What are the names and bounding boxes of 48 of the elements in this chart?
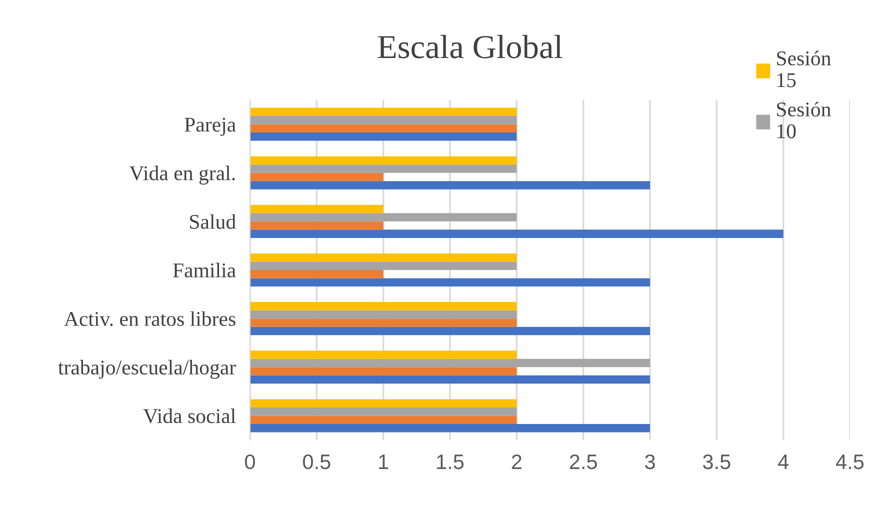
bar xyxy=(250,172,384,182)
x-tick-label: 4.5 xyxy=(836,454,864,470)
bar xyxy=(250,204,384,214)
y-tick-label: Vida social xyxy=(143,408,236,424)
y-tick-label: Vida en gral. xyxy=(129,166,235,185)
y-tick-label: Salud xyxy=(190,214,236,229)
bar xyxy=(250,270,384,278)
y-tick-label: trabajo/escuela/hogar xyxy=(58,360,236,379)
x-tick-label: 4 xyxy=(778,454,789,469)
x-tick-label: 0 xyxy=(245,454,255,470)
bar xyxy=(250,108,517,116)
legend-label: Sesión 15 xyxy=(777,50,831,88)
x-tick-label: 2 xyxy=(512,454,522,469)
y-tick-label: Pareja xyxy=(184,118,236,136)
bar xyxy=(250,318,517,327)
bar xyxy=(250,230,784,238)
bar xyxy=(250,416,517,424)
bar xyxy=(250,132,517,141)
bar xyxy=(250,375,650,384)
bar xyxy=(250,156,517,165)
bar xyxy=(250,424,650,432)
bar xyxy=(250,181,650,190)
bar xyxy=(250,164,517,173)
x-tick-label: 3.5 xyxy=(702,454,730,470)
bar xyxy=(250,262,517,270)
bar xyxy=(250,221,384,230)
y-tick-label: Activ. en ratos libres xyxy=(64,311,236,326)
bar xyxy=(250,253,517,262)
bar xyxy=(250,124,517,133)
x-tick-label: 2.5 xyxy=(570,454,597,470)
bar xyxy=(250,213,517,222)
bar xyxy=(250,116,517,124)
x-tick-label: 3 xyxy=(645,454,655,470)
bar xyxy=(250,350,517,359)
bar xyxy=(250,302,517,310)
legend-label: Sesión 10 xyxy=(777,102,831,138)
bar xyxy=(250,407,517,416)
x-tick-label: 1.5 xyxy=(437,454,464,470)
x-tick-label: 1 xyxy=(379,454,388,469)
bar xyxy=(250,278,650,287)
y-tick-label: Familia xyxy=(173,262,236,278)
bar xyxy=(250,367,517,376)
bar xyxy=(250,399,517,408)
bar xyxy=(250,326,650,336)
bar xyxy=(250,310,517,319)
bar xyxy=(250,358,650,368)
chart-title: Escala Global xyxy=(378,34,562,58)
x-tick-label: 0.5 xyxy=(303,454,330,470)
